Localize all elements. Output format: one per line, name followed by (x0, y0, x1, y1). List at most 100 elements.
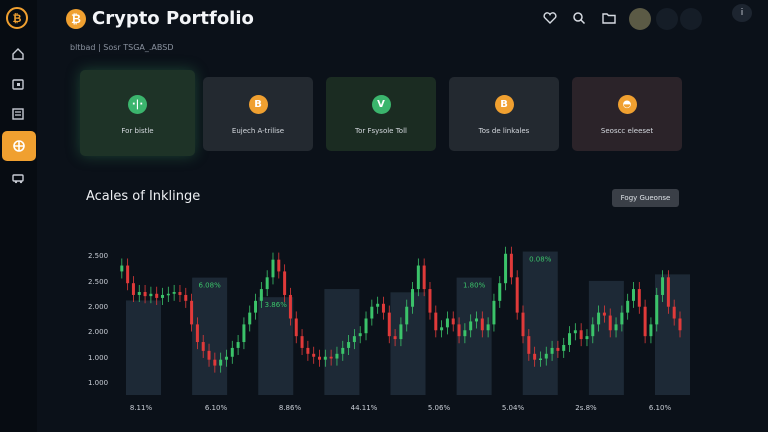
avatar[interactable] (656, 8, 678, 30)
candle-body (480, 318, 484, 331)
candle-body (405, 306, 409, 325)
candle-body (527, 336, 531, 354)
card-icon: ◓ (617, 95, 637, 114)
candle-body (358, 333, 362, 337)
x-tick-label: 8.86% (279, 404, 302, 412)
candle-body (445, 318, 449, 328)
exchange-icon[interactable] (6, 165, 30, 189)
candle-body (678, 318, 682, 331)
folder-icon[interactable] (601, 10, 617, 26)
user-avatar[interactable] (629, 8, 651, 30)
candle-body (556, 347, 560, 351)
filter-button[interactable]: Fogy Gueonse (612, 189, 679, 207)
avatar[interactable] (680, 8, 702, 30)
candle-body (195, 324, 199, 343)
portfolio-card[interactable]: ·|· For bistle (80, 70, 195, 156)
candle-body (469, 321, 473, 331)
card-label: Tos de linkales (478, 127, 530, 135)
candle-body (224, 356, 228, 360)
candle-body (643, 306, 647, 337)
portfolio-card[interactable]: B Tos de linkales (449, 77, 559, 151)
breadcrumb: bltbad | Sosr TSGA_.ABSD (70, 43, 174, 52)
wallet-icon[interactable] (6, 72, 30, 96)
portfolio-card[interactable]: B Eujech A-trilise (203, 77, 313, 151)
highlight-bar (258, 297, 294, 395)
candle-body (161, 294, 165, 298)
candle-body (666, 277, 670, 307)
document-icon[interactable] (6, 102, 30, 126)
chart-section-title: Acales of Inklinge (86, 189, 201, 204)
card-icon: ·|· (128, 95, 147, 114)
y-tick-label: 2.500 (88, 252, 108, 260)
candle-body (352, 336, 356, 343)
portfolio-card[interactable]: ◓ Seoscc eleeset (572, 77, 682, 151)
candle-body (370, 306, 374, 319)
x-tick-label: 8.11% (130, 404, 153, 412)
candle-body (329, 356, 333, 359)
candle-body (573, 330, 577, 334)
search-icon[interactable] (571, 10, 587, 26)
candle-body (498, 283, 502, 301)
candle-body (428, 289, 432, 313)
candle-body (434, 312, 438, 331)
candle-body (399, 324, 403, 340)
candle-body (190, 300, 194, 325)
candle-body (288, 294, 292, 319)
highlight-label: 0.08% (529, 256, 552, 264)
candle-body (440, 327, 444, 331)
portfolio-grid-icon[interactable] (2, 131, 36, 161)
candle-body (474, 318, 478, 322)
highlight-bar (456, 277, 492, 395)
card-label: For bistle (121, 127, 154, 135)
candle-body (602, 312, 606, 316)
home-icon[interactable] (6, 42, 30, 66)
candle-body (236, 342, 240, 348)
highlight-bar (522, 251, 558, 395)
candle-body (463, 330, 467, 337)
candle-body (341, 347, 345, 354)
candle-body (597, 312, 601, 325)
y-tick-label: 1.000 (88, 354, 108, 362)
app-title: Crypto Portfolio (92, 8, 254, 29)
candle-body (219, 359, 223, 366)
candle-body (422, 265, 426, 290)
candle-body (306, 347, 310, 354)
candle-body (672, 306, 676, 319)
candle-body (568, 333, 572, 345)
candle-body (155, 293, 159, 298)
bitcoin-logo-icon[interactable]: ₿ (6, 7, 28, 29)
candle-body (312, 353, 316, 357)
candle-body (277, 259, 281, 272)
card-icon: B (248, 95, 268, 114)
candle-body (661, 277, 665, 295)
account-button[interactable]: i (732, 4, 752, 22)
candle-body (120, 265, 124, 272)
sidebar: ₿ (0, 0, 37, 432)
highlight-bar (126, 300, 161, 395)
candle-body (213, 359, 217, 366)
candle-body (655, 294, 659, 325)
candle-body (184, 294, 188, 301)
candle-body (242, 324, 246, 343)
x-tick-label: 6.10% (649, 404, 672, 412)
candle-body (131, 283, 135, 295)
candle-body (393, 336, 397, 340)
candle-body (544, 353, 548, 359)
candle-body (376, 303, 380, 307)
card-icon: V (371, 95, 391, 114)
x-tick-label: 5.04% (502, 404, 525, 412)
highlight-label: 1.80% (463, 282, 486, 290)
candle-body (166, 293, 170, 296)
candle-body (347, 342, 351, 348)
candle-body (591, 324, 595, 337)
candle-body (620, 312, 624, 325)
candle-body (649, 324, 653, 337)
portfolio-card[interactable]: V Tor Fsysole Toll (326, 77, 436, 151)
heart-icon[interactable] (542, 10, 558, 26)
candle-body (294, 318, 298, 337)
candle-body (387, 312, 391, 337)
highlight-bar (655, 274, 690, 395)
y-tick-label: 2.000 (88, 303, 108, 311)
candle-body (318, 356, 322, 360)
